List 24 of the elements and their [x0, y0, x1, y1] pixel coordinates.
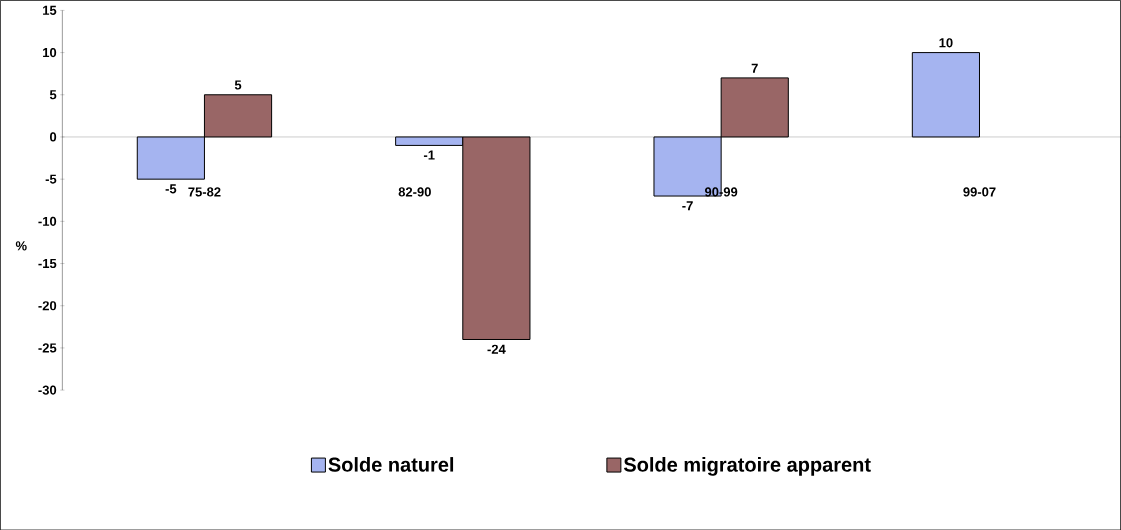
data-label: -1	[423, 150, 435, 160]
y-tick-label: 5	[49, 90, 57, 100]
bar	[911, 51, 980, 138]
y-axis-title: %	[15, 241, 27, 251]
y-tick-label: 10	[43, 47, 57, 57]
x-tick-label: 75-82	[188, 187, 221, 197]
data-label: 7	[751, 63, 758, 73]
y-tick-label: 0	[49, 132, 57, 142]
data-label: -24	[487, 344, 506, 354]
y-tick-label: -10	[38, 216, 57, 226]
y-tick-label: -25	[38, 343, 57, 353]
legend-label: Solde migratoire apparent	[623, 456, 871, 476]
data-label: 10	[939, 37, 953, 48]
data-label: 5	[234, 80, 242, 90]
y-tick-label: -5	[45, 174, 57, 184]
x-tick-label: 82-90	[398, 187, 431, 197]
data-label: -7	[682, 201, 693, 210]
y-tick-label: -15	[38, 258, 57, 268]
legend-label: Solde naturel	[328, 456, 454, 472]
y-tick-label: 15	[43, 5, 57, 15]
data-label: -5	[165, 184, 177, 194]
y-tick-label: -30	[38, 385, 57, 395]
x-tick-label: 99-07	[963, 187, 996, 197]
y-tick-label: -20	[38, 300, 57, 311]
